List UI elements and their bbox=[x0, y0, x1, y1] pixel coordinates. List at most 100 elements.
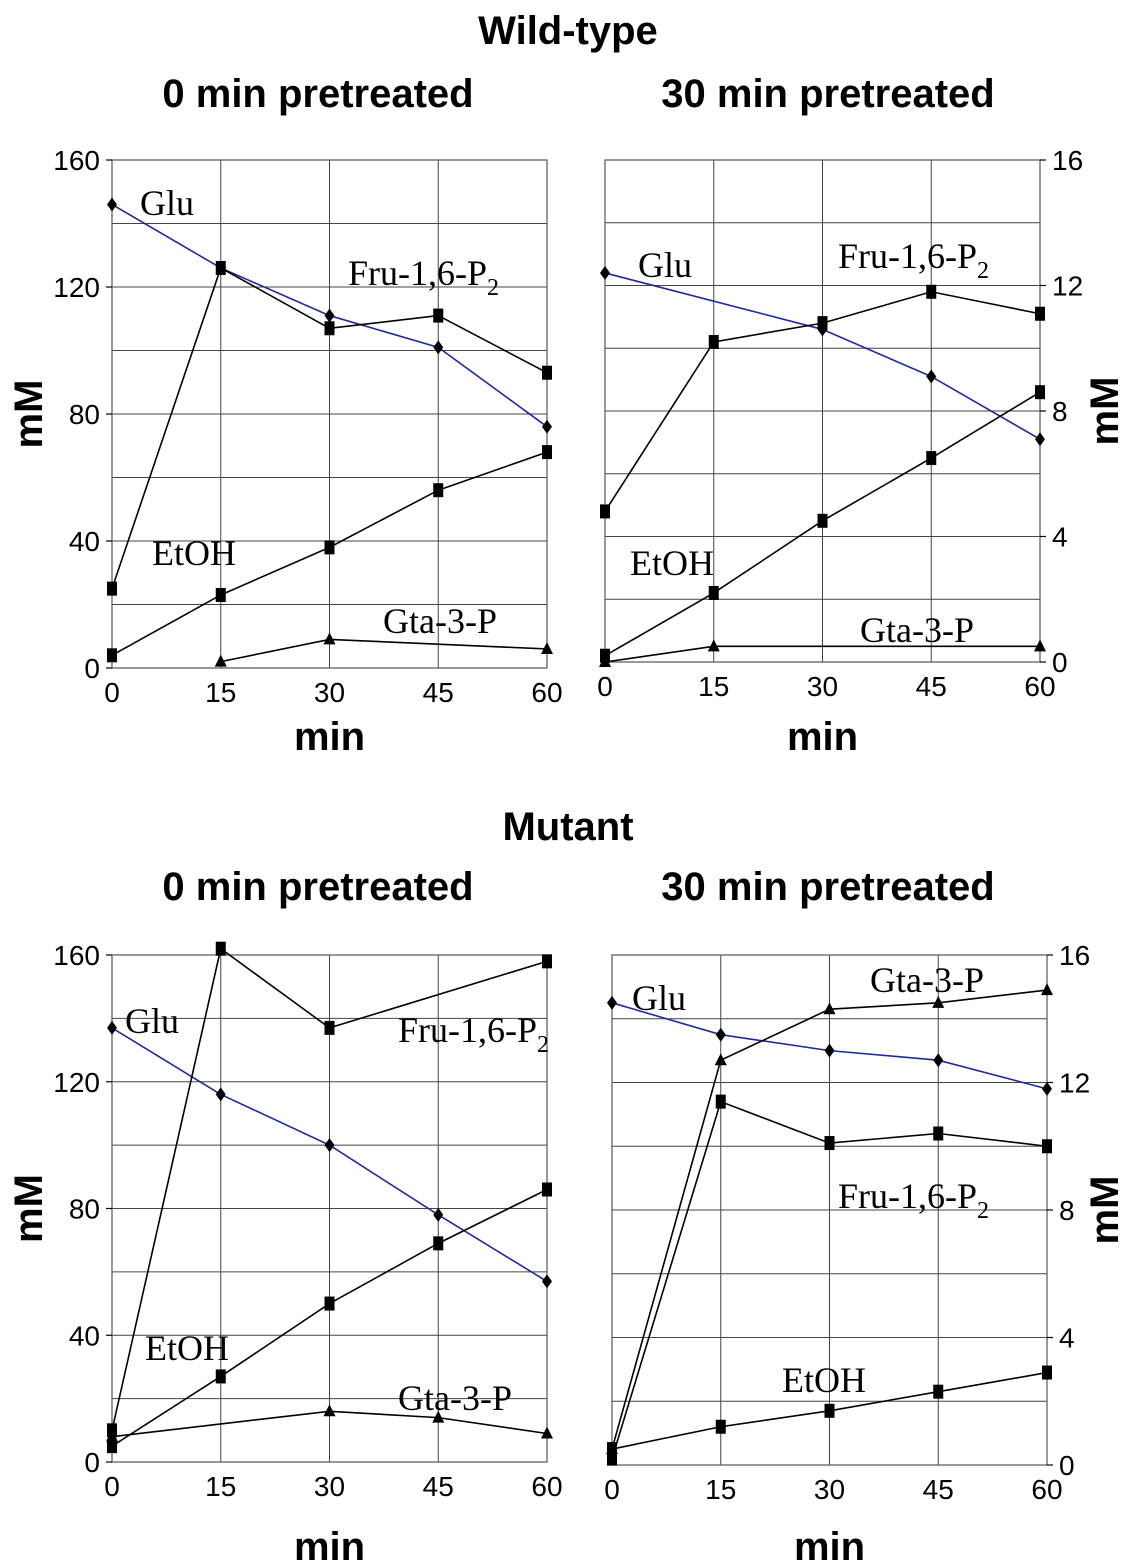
data-point-diamond bbox=[215, 1087, 226, 1102]
data-point-square bbox=[542, 365, 552, 380]
data-point-square bbox=[215, 587, 226, 602]
data-point-square bbox=[1035, 385, 1045, 400]
data-point-triangle bbox=[714, 1053, 727, 1066]
panel-title: 30 min pretreated bbox=[661, 865, 994, 909]
series-line-gta-3-p bbox=[220, 638, 548, 663]
data-point-square bbox=[926, 451, 937, 466]
data-point-triangle bbox=[1041, 983, 1053, 996]
chart-panel-4: 0 4 8 12 16 0 15 30 45 60 30 min pretreated min mM Gl… bbox=[604, 865, 1127, 1566]
series-label-glu: Glu bbox=[125, 1001, 179, 1041]
y-tick-label: 0 bbox=[1059, 1450, 1075, 1481]
data-point-square bbox=[824, 1403, 835, 1418]
chart-panel-3: 0 40 80 120 160 0 15 30 45 60 0 min pretreated min m… bbox=[7, 865, 563, 1566]
series-label-glu: Glu bbox=[140, 183, 194, 223]
x-tick-label: 45 bbox=[916, 671, 947, 702]
x-tick-label: 15 bbox=[698, 671, 729, 702]
y-tick-label: 12 bbox=[1052, 271, 1083, 302]
data-point-diamond bbox=[1035, 432, 1045, 447]
x-axis-title: min bbox=[787, 715, 858, 759]
y-axis-title: mM bbox=[1083, 377, 1127, 446]
data-point-square bbox=[542, 1182, 552, 1197]
series-label-fru-1-6-p2: Fru-1,6-P2 bbox=[838, 236, 989, 284]
data-point-triangle bbox=[541, 1426, 553, 1439]
x-tick-label: 30 bbox=[314, 1471, 345, 1502]
x-axis-title: min bbox=[794, 1525, 865, 1566]
data-point-square bbox=[433, 1236, 444, 1251]
x-tick-label: 60 bbox=[531, 677, 562, 708]
data-point-triangle bbox=[323, 632, 336, 645]
data-point-diamond bbox=[824, 1043, 835, 1058]
data-point-triangle bbox=[1034, 639, 1046, 652]
series-label-gta-3-p: Gta-3-P bbox=[860, 610, 974, 650]
panel-title: 0 min pretreated bbox=[162, 865, 473, 909]
data-point-diamond bbox=[600, 265, 610, 280]
x-tick-label: 45 bbox=[423, 1471, 454, 1502]
y-tick-label: 160 bbox=[53, 145, 100, 176]
data-point-diamond bbox=[324, 308, 335, 323]
data-point-diamond bbox=[433, 340, 444, 355]
data-point-diamond bbox=[433, 1207, 444, 1222]
series-label-fru-1-6-p2: Fru-1,6-P2 bbox=[838, 1176, 989, 1224]
data-point-square bbox=[817, 513, 828, 528]
x-tick-label: 60 bbox=[531, 1471, 562, 1502]
series-etoh bbox=[107, 1182, 552, 1454]
data-point-square bbox=[324, 321, 335, 336]
series-line-fru-1-6-p2 bbox=[111, 947, 548, 1431]
data-point-square bbox=[107, 648, 117, 663]
data-point-square bbox=[542, 445, 552, 460]
data-point-diamond bbox=[933, 1053, 944, 1068]
data-point-square bbox=[324, 1296, 335, 1311]
data-point-square bbox=[433, 308, 444, 323]
series-gta-3-p bbox=[214, 632, 553, 667]
series-etoh bbox=[107, 445, 552, 663]
y-axis-title: mM bbox=[7, 380, 51, 449]
series-label-etoh: EtOH bbox=[152, 533, 236, 573]
y-tick-label: 16 bbox=[1052, 145, 1083, 176]
y-tick-label: 120 bbox=[53, 1067, 100, 1098]
series-fru-1-6-p2 bbox=[607, 1094, 1052, 1466]
x-axis-title: min bbox=[294, 1525, 365, 1566]
data-point-triangle bbox=[214, 654, 227, 667]
data-point-square bbox=[324, 1020, 335, 1035]
y-tick-label: 160 bbox=[53, 940, 100, 971]
series-label-etoh: EtOH bbox=[630, 543, 714, 583]
chart-panel-1: 0 40 80 120 160 0 15 30 45 60 0 min pretreated min m… bbox=[7, 72, 563, 759]
data-point-square bbox=[933, 1126, 944, 1141]
series-line-glu bbox=[604, 272, 1041, 440]
x-tick-label: 15 bbox=[205, 1471, 236, 1502]
data-point-triangle bbox=[707, 639, 720, 652]
data-point-triangle bbox=[823, 1002, 836, 1015]
x-tick-label: 45 bbox=[423, 677, 454, 708]
chart-panel-2: 0 4 8 12 16 0 15 30 45 60 30 min pretreated min mM Gl… bbox=[597, 72, 1127, 759]
data-point-square bbox=[107, 581, 117, 596]
data-point-triangle bbox=[106, 1429, 118, 1442]
x-tick-label: 0 bbox=[104, 677, 120, 708]
series-label-gta-3-p: Gta-3-P bbox=[870, 960, 984, 1000]
y-tick-label: 8 bbox=[1059, 1195, 1075, 1226]
data-point-square bbox=[708, 585, 719, 600]
x-tick-label: 15 bbox=[705, 1474, 736, 1505]
data-point-square bbox=[324, 540, 335, 555]
series-fru-1-6-p2 bbox=[600, 284, 1045, 519]
data-point-square bbox=[824, 1136, 835, 1151]
x-axis-title: min bbox=[294, 715, 365, 759]
data-point-square bbox=[215, 941, 226, 956]
data-point-square bbox=[1042, 1365, 1052, 1380]
series-etoh bbox=[607, 1365, 1052, 1457]
data-point-square bbox=[607, 1442, 617, 1457]
series-label-fru-1-6-p2: Fru-1,6-P2 bbox=[398, 1010, 549, 1058]
y-tick-label: 0 bbox=[1052, 647, 1068, 678]
data-point-square bbox=[817, 316, 828, 331]
x-tick-label: 0 bbox=[604, 1474, 620, 1505]
series-label-glu: Glu bbox=[638, 245, 692, 285]
x-tick-label: 60 bbox=[1024, 671, 1055, 702]
data-point-square bbox=[1035, 306, 1045, 321]
y-tick-label: 4 bbox=[1052, 522, 1068, 553]
data-point-square bbox=[715, 1094, 726, 1109]
y-axis-title: mM bbox=[7, 1174, 51, 1243]
data-point-diamond bbox=[542, 419, 552, 434]
x-tick-label: 0 bbox=[104, 1471, 120, 1502]
x-tick-label: 30 bbox=[807, 671, 838, 702]
